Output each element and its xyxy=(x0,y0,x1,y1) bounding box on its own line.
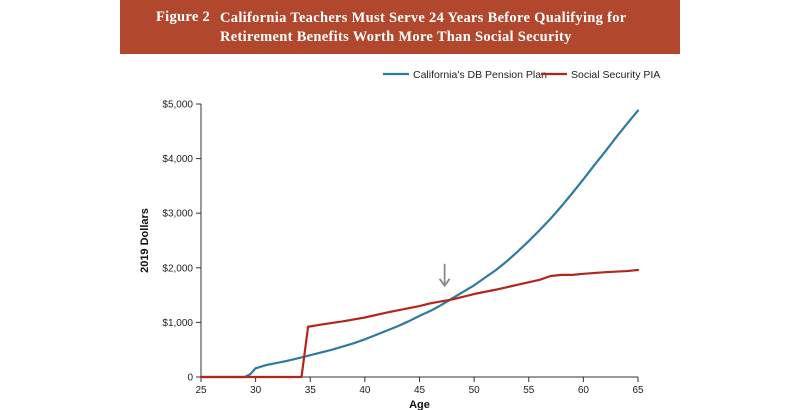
chart-legend: California's DB Pension Plan Social Secu… xyxy=(383,69,660,81)
x-tick-label: 45 xyxy=(414,385,426,396)
chart-title-line-1: California Teachers Must Serve 24 Years … xyxy=(220,10,627,26)
legend-label-pension: California's DB Pension Plan xyxy=(413,69,547,81)
y-tick-label: $4,000 xyxy=(162,154,193,165)
x-tick-label: 55 xyxy=(523,385,535,396)
figure-banner: Figure 2 California Teachers Must Serve … xyxy=(120,0,680,54)
x-tick-label: 40 xyxy=(359,385,371,396)
x-tick-label: 30 xyxy=(250,385,262,396)
x-tick-label: 50 xyxy=(469,385,481,396)
chart-title-line-2: Retirement Benefits Worth More Than Soci… xyxy=(220,29,572,45)
y-tick-label: $3,000 xyxy=(162,209,193,220)
arrow-head xyxy=(438,278,451,287)
chart-axes: 0 $1,000 $2,000 $3,000 $4,000 $5,000 25 30 35 40 4… xyxy=(139,100,644,410)
x-tick-label: 25 xyxy=(195,385,207,396)
y-tick-label: $5,000 xyxy=(162,100,193,111)
x-tick-label: 65 xyxy=(632,385,644,396)
chart-title: California Teachers Must Serve 24 Years … xyxy=(220,9,660,47)
x-tick-label: 60 xyxy=(578,385,590,396)
y-tick-label: $2,000 xyxy=(162,263,193,274)
legend-label-social-security: Social Security PIA xyxy=(571,69,660,81)
chart-series xyxy=(199,109,640,379)
pension-series-line xyxy=(199,109,640,379)
x-tick-label: 35 xyxy=(305,385,317,396)
y-axis-title: 2019 Dollars xyxy=(139,208,151,273)
social-security-series-line xyxy=(199,268,640,379)
y-tick-label: 0 xyxy=(187,373,193,384)
crossover-arrow xyxy=(438,263,451,287)
x-axis-title: Age xyxy=(409,399,430,410)
y-tick-label: $1,000 xyxy=(162,318,193,329)
figure-label: Figure 2 xyxy=(156,9,211,25)
